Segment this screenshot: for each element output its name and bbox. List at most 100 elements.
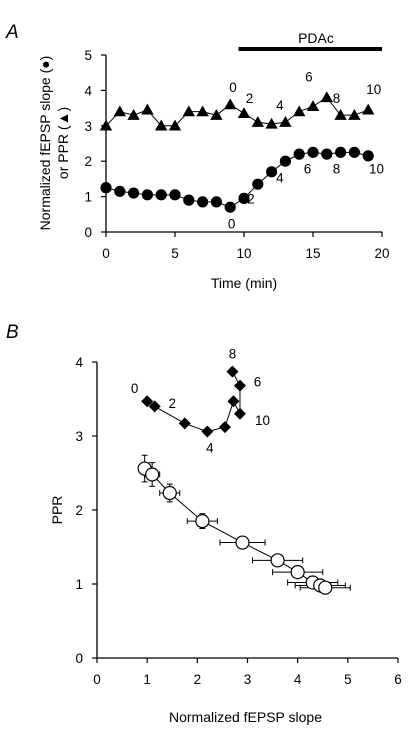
circle-marker xyxy=(210,196,222,208)
x-axis-title: Normalized fEPSP slope xyxy=(169,709,322,725)
time-annotation: 4 xyxy=(276,98,284,113)
circle-marker xyxy=(100,182,112,194)
time-annotation: 6 xyxy=(305,70,313,85)
y-tick-label: 5 xyxy=(84,48,92,63)
open-circle-marker xyxy=(290,565,305,580)
circle-marker xyxy=(252,178,264,190)
panel-b: B 0 1 2 3 4 0 1 2 3 4 5 6 Normalized fEPSP slope PPR 0… xyxy=(6,322,402,725)
triangle-marker xyxy=(127,108,140,120)
time-annotation: 4 xyxy=(276,170,284,185)
circle-marker xyxy=(169,189,181,201)
treatment-bar-label: PDAc xyxy=(298,30,334,46)
y-axis-title: PPR xyxy=(49,496,65,525)
x-tick-label: 0 xyxy=(93,672,101,687)
y-axis-title-line2: or PPR (▲) xyxy=(55,107,71,179)
circle-marker xyxy=(128,187,140,199)
y-tick-label: 2 xyxy=(84,154,92,169)
diamond-marker xyxy=(218,421,231,434)
time-annotation: 10 xyxy=(366,82,381,97)
y-tick-label: 1 xyxy=(84,190,92,205)
x-tick-label: 4 xyxy=(294,672,302,687)
circle-marker xyxy=(348,146,360,158)
open-circle-marker xyxy=(318,580,333,595)
triangle-marker xyxy=(348,108,361,120)
diamond-marker xyxy=(233,407,246,420)
open-circle-marker xyxy=(145,467,160,482)
triangle-marker xyxy=(196,105,209,117)
y-tick-label: 4 xyxy=(75,355,83,370)
time-annotation: 10 xyxy=(369,162,384,177)
triangle-marker xyxy=(362,103,375,115)
circle-marker xyxy=(141,189,153,201)
triangle-marker xyxy=(237,107,251,119)
y-tick-label: 3 xyxy=(84,119,92,134)
triangle-marker xyxy=(265,117,278,129)
diamond-marker xyxy=(141,395,154,408)
triangle-marker xyxy=(334,108,347,120)
open-circle-marker xyxy=(235,535,250,550)
y-axis-title-line1: Normalized fEPSP slope (●) xyxy=(37,56,53,231)
triangle-marker xyxy=(155,119,168,131)
triangle-marker xyxy=(210,108,223,120)
y-tick-label: 0 xyxy=(84,225,92,240)
circle-marker xyxy=(293,148,305,160)
diamond-marker xyxy=(227,395,240,408)
time-annotation: 0 xyxy=(131,381,139,396)
x-tick-label: 3 xyxy=(244,672,252,687)
circle-marker xyxy=(238,192,250,204)
panel-a-label: A xyxy=(5,22,19,43)
time-annotation: 0 xyxy=(228,216,236,231)
triangle-marker xyxy=(182,105,195,117)
diamond-marker xyxy=(201,425,214,438)
diamond-marker xyxy=(148,400,161,413)
circle-marker xyxy=(266,166,278,178)
x-tick-label: 5 xyxy=(171,246,179,261)
triangle-marker xyxy=(168,119,182,131)
x-tick-label: 6 xyxy=(394,672,402,687)
time-annotation: 8 xyxy=(333,162,341,177)
triangle-marker xyxy=(113,105,126,117)
triangle-marker xyxy=(320,91,333,103)
circle-marker xyxy=(279,155,291,167)
diamond-marker xyxy=(226,365,239,378)
triangle-marker xyxy=(141,103,154,115)
time-annotation: 8 xyxy=(333,91,341,106)
circle-marker xyxy=(183,194,195,206)
x-tick-label: 2 xyxy=(194,672,202,687)
x-tick-label: 15 xyxy=(305,246,320,261)
circle-marker xyxy=(197,196,209,208)
circle-marker xyxy=(321,148,333,160)
triangle-marker xyxy=(279,116,292,127)
open-circle-marker xyxy=(195,513,210,529)
time-annotation: 0 xyxy=(229,80,237,95)
circle-marker xyxy=(224,201,236,213)
panel-b-label: B xyxy=(6,322,19,343)
circle-marker xyxy=(114,185,126,197)
x-axis-title: Time (min) xyxy=(211,275,277,291)
triangle-marker xyxy=(224,98,237,110)
circle-marker xyxy=(362,150,374,162)
time-annotation: 8 xyxy=(229,346,237,361)
circle-marker xyxy=(307,146,319,158)
y-tick-label: 1 xyxy=(75,577,83,592)
y-tick-label: 4 xyxy=(84,83,92,98)
y-tick-label: 0 xyxy=(75,651,83,666)
open-circle-marker xyxy=(270,553,285,568)
x-tick-label: 10 xyxy=(236,246,251,261)
circle-marker xyxy=(335,146,347,158)
triangle-marker xyxy=(99,119,113,131)
time-annotation: 6 xyxy=(254,374,262,389)
time-annotation: 2 xyxy=(246,91,254,106)
time-annotation: 6 xyxy=(304,162,312,177)
x-tick-label: 5 xyxy=(344,672,352,687)
diamond-marker xyxy=(233,379,246,392)
diamond-marker xyxy=(178,417,191,430)
time-annotation: 4 xyxy=(206,440,214,455)
circle-marker xyxy=(155,189,167,201)
time-annotation: 2 xyxy=(247,192,255,207)
time-annotation: 2 xyxy=(168,396,176,411)
triangle-marker xyxy=(251,116,264,127)
open-circle-marker xyxy=(162,485,177,501)
